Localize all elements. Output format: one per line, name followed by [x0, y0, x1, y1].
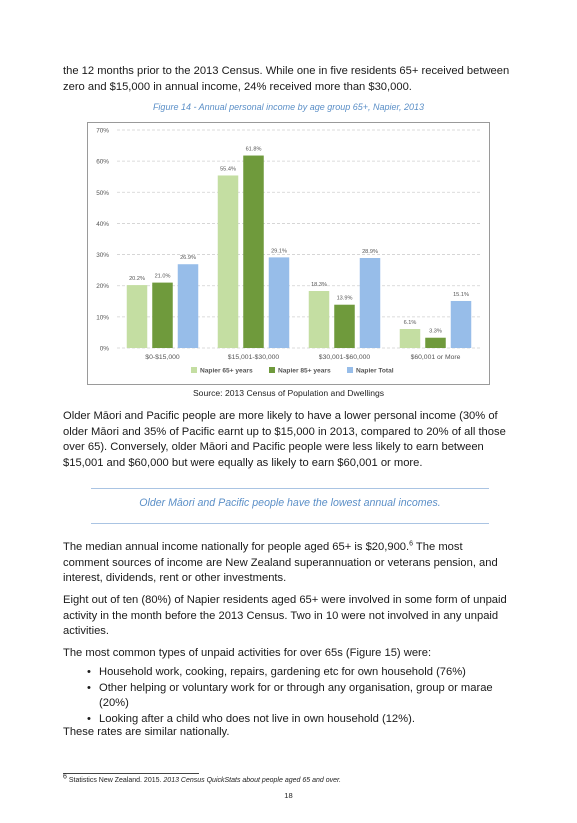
y-tick-label: 70% — [96, 128, 109, 135]
pull-quote-rule-top — [91, 488, 489, 489]
bar — [308, 291, 330, 348]
x-tick-label: $30,001-$60,000 — [319, 354, 371, 361]
y-tick-label: 60% — [96, 159, 109, 166]
legend-swatch — [347, 367, 353, 373]
bar — [126, 285, 148, 348]
y-tick-label: 20% — [96, 283, 109, 290]
median-text-b: The most comment sources of income are N… — [63, 541, 498, 585]
pull-quote-rule-bottom — [91, 523, 489, 524]
legend-swatch — [269, 367, 275, 373]
data-label: 26.9% — [180, 255, 196, 261]
bar — [268, 257, 290, 348]
footnote-text: Statistics New Zealand. 2015. — [66, 777, 164, 784]
bullet-icon: • — [87, 712, 91, 725]
list-item: • Other helping or voluntary work for or … — [63, 681, 511, 712]
data-label: 18.3% — [311, 282, 327, 288]
data-label: 15.1% — [453, 292, 469, 298]
maori-pacific-paragraph: Older Māori and Pacific people are more … — [63, 410, 506, 469]
intro-paragraph: the 12 months prior to the 2013 Census. … — [63, 65, 510, 93]
common-types-paragraph: The most common types of unpaid activiti… — [63, 647, 432, 659]
median-paragraph: The median annual income nationally for … — [63, 540, 511, 587]
income-bar-chart: 0% 10% 20% 30% 40% 50% 60% 70% 20.2% 21.0% 26.9% 5… — [87, 122, 490, 385]
data-label: 21.0% — [155, 274, 171, 280]
legend-label: Napier 85+ years — [278, 368, 331, 375]
data-label: 6.1% — [404, 320, 417, 326]
figure-source: Source: 2013 Census of Population and Dw… — [192, 388, 385, 398]
page-number: 18 — [284, 791, 293, 800]
list-item-text: Household work, cooking, repairs, garden… — [99, 666, 466, 678]
footnote-divider — [63, 773, 199, 774]
pull-quote: Older Māori and Pacific people have the … — [139, 497, 441, 509]
data-label: 55.4% — [220, 166, 236, 172]
y-tick-label: 40% — [96, 221, 109, 228]
bar — [425, 337, 446, 348]
footnote-ref[interactable]: 6 — [409, 540, 414, 548]
bar — [243, 155, 264, 348]
bar — [334, 304, 355, 348]
similar-paragraph: These rates are similar nationally. — [63, 726, 230, 738]
bar — [399, 329, 421, 348]
data-label: 61.8% — [246, 147, 262, 153]
list-item-text: Other helping or voluntary work for or t… — [99, 681, 493, 710]
footnote-marker: 6 — [63, 773, 67, 781]
y-tick-label: 50% — [96, 190, 109, 197]
footnote: 6 Statistics New Zealand. 2015. 2013 Cen… — [63, 773, 341, 784]
bar — [217, 175, 239, 348]
x-tick-label: $60,001 or More — [411, 354, 461, 361]
data-label: 3.3% — [429, 329, 442, 335]
x-tick-label: $15,001-$30,000 — [228, 354, 280, 361]
legend-label: Napier Total — [356, 368, 394, 375]
bar — [152, 282, 173, 348]
figure-caption: Figure 14 - Annual personal income by ag… — [152, 102, 425, 112]
legend-label: Napier 65+ years — [200, 368, 253, 375]
bar — [450, 300, 472, 348]
data-label: 20.2% — [129, 276, 145, 282]
bar — [177, 264, 199, 348]
list-item-text: Looking after a child who does not live … — [99, 712, 415, 725]
list-item: • Household work, cooking, repairs, garde… — [63, 665, 511, 681]
data-label: 29.1% — [271, 248, 287, 254]
bullet-icon: • — [87, 666, 91, 678]
data-label: 13.9% — [337, 296, 353, 302]
data-label: 28.9% — [362, 249, 378, 255]
y-tick-label: 0% — [100, 346, 110, 353]
list-item: • Looking after a child who does not live… — [63, 712, 511, 728]
bullet-icon: • — [87, 681, 91, 694]
unpaid-activities-list: • Household work, cooking, repairs, garde… — [63, 665, 511, 727]
footnote-title: 2013 Census QuickStats about people aged… — [163, 777, 341, 784]
y-tick-label: 30% — [96, 252, 109, 259]
y-tick-label: 10% — [96, 314, 109, 321]
bar — [359, 257, 381, 348]
legend-swatch — [191, 367, 197, 373]
median-text-a: The median annual income nationally for … — [63, 541, 410, 553]
x-tick-label: $0-$15,000 — [145, 354, 180, 361]
unpaid-paragraph: Eight out of ten (80%) of Napier residen… — [63, 594, 507, 638]
